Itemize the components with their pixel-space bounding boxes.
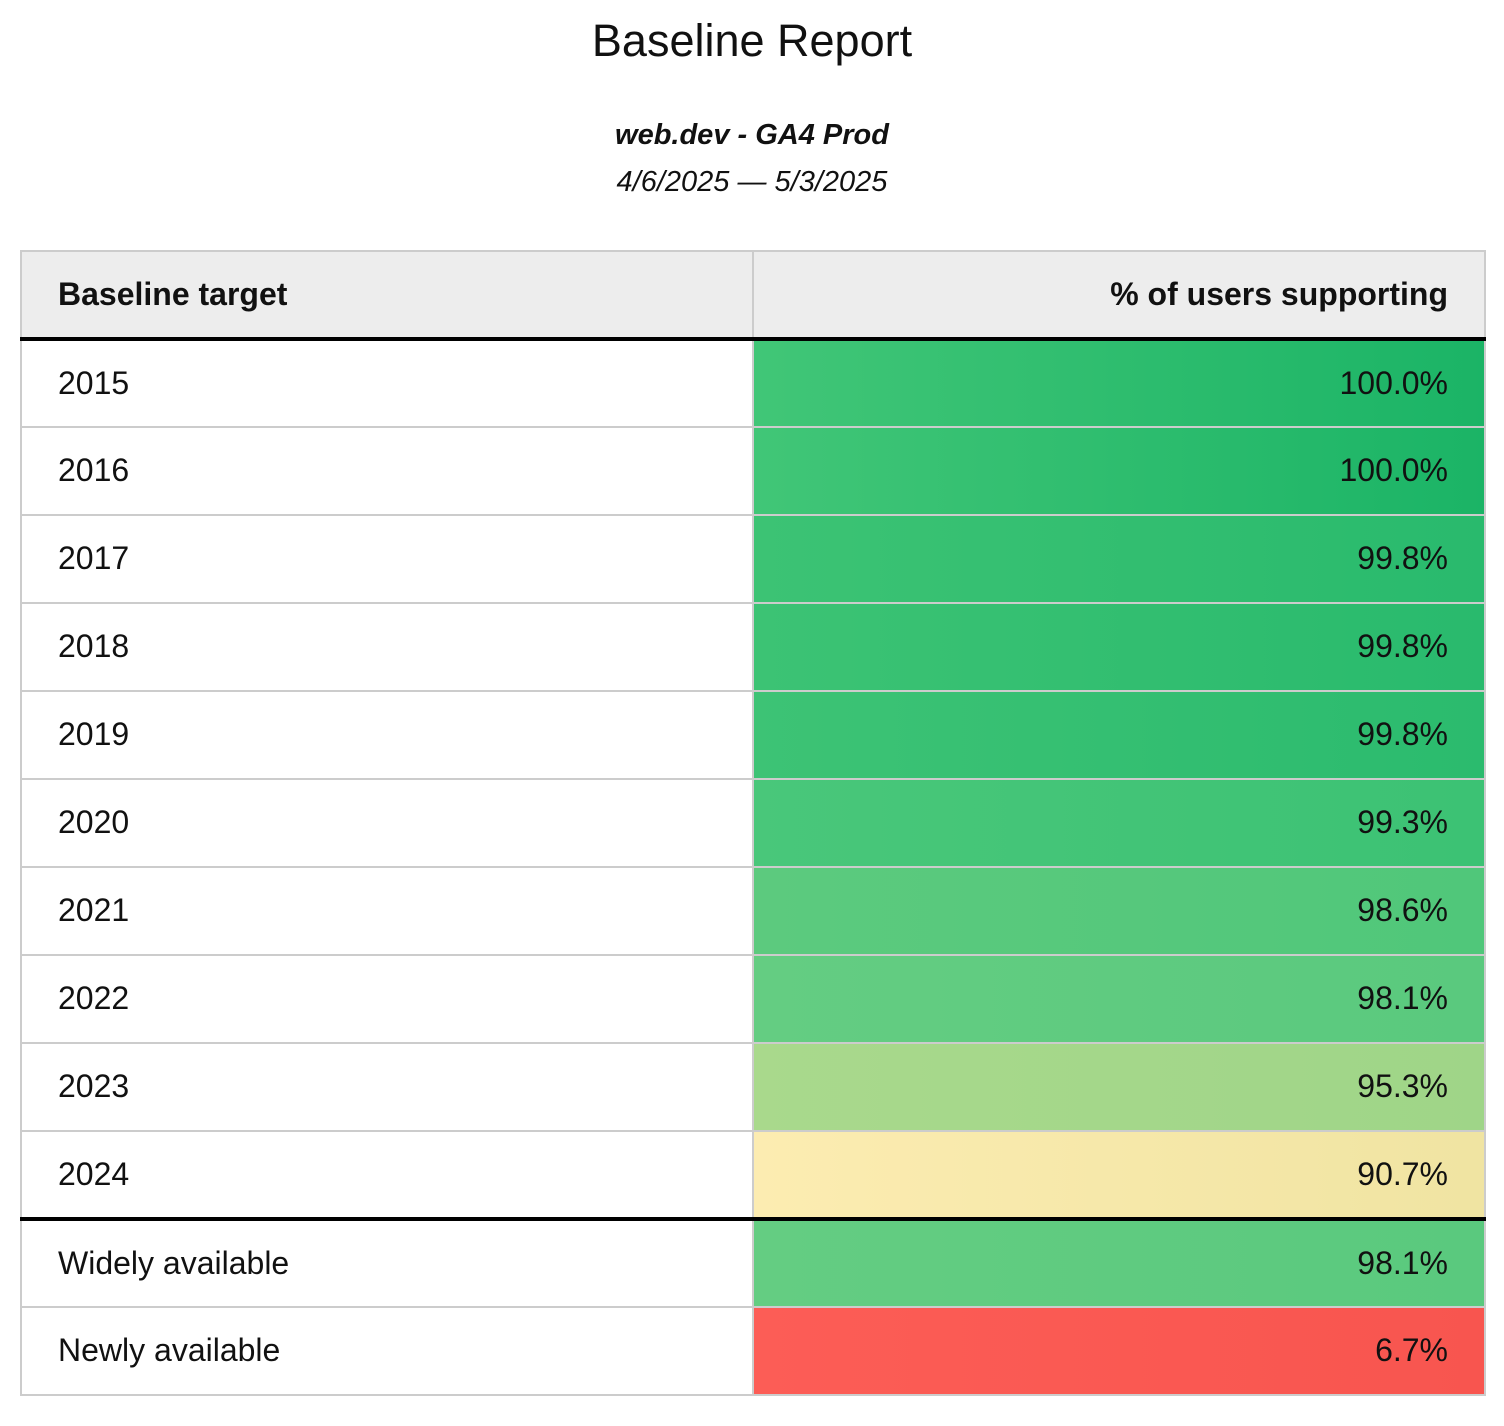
table-row: 2016 100.0%	[20, 425, 1486, 516]
row-label: 2018	[20, 601, 754, 692]
row-value: 98.1%	[752, 1216, 1486, 1308]
report-subtitle: web.dev - GA4 Prod	[615, 119, 889, 151]
table-row: 2021 98.6%	[20, 865, 1486, 956]
report-date-range: 4/6/2025 — 5/3/2025	[616, 165, 888, 198]
row-value: 100.0%	[752, 425, 1486, 516]
column-header-baseline-target: Baseline target	[20, 249, 754, 341]
table-row: 2019 99.8%	[20, 689, 1486, 780]
row-label: 2015	[20, 337, 754, 428]
table-row: 2020 99.3%	[20, 777, 1486, 868]
row-label: 2017	[20, 513, 754, 604]
row-value: 99.8%	[752, 689, 1486, 780]
report-header: Baseline Report web.dev - GA4 Prod 4/6/2…	[0, 0, 1504, 200]
row-label: 2016	[20, 425, 754, 516]
table-row: 2015 100.0%	[20, 337, 1486, 428]
table-header-row: Baseline target % of users supporting	[20, 249, 1486, 341]
row-value: 6.7%	[752, 1305, 1486, 1396]
table-row: 2018 99.8%	[20, 601, 1486, 692]
row-value: 99.8%	[752, 513, 1486, 604]
row-label: 2019	[20, 689, 754, 780]
row-label: Newly available	[20, 1305, 754, 1396]
row-value: 98.6%	[752, 865, 1486, 956]
row-label: 2022	[20, 953, 754, 1044]
row-value: 95.3%	[752, 1041, 1486, 1132]
row-label: 2023	[20, 1041, 754, 1132]
table-header: Baseline target % of users supporting	[20, 249, 1486, 341]
baseline-table: Baseline target % of users supporting 20…	[20, 249, 1486, 1396]
row-label: 2021	[20, 865, 754, 956]
row-label: 2020	[20, 777, 754, 868]
table-row: 2023 95.3%	[20, 1041, 1486, 1132]
row-label: Widely available	[20, 1216, 754, 1308]
row-label: 2024	[20, 1129, 754, 1220]
row-value: 98.1%	[752, 953, 1486, 1044]
table-row: 2017 99.8%	[20, 513, 1486, 604]
page-title: Baseline Report	[591, 15, 913, 66]
table-row: Widely available 98.1%	[20, 1216, 1486, 1308]
column-header-percent-users: % of users supporting	[752, 249, 1486, 341]
table-row: Newly available 6.7%	[20, 1305, 1486, 1396]
row-value: 100.0%	[752, 337, 1486, 428]
table-body: 2015 100.0% 2016 100.0% 2017 99.8% 2018 …	[20, 337, 1486, 1396]
row-value: 99.8%	[752, 601, 1486, 692]
table-row: 2024 90.7%	[20, 1129, 1486, 1220]
table-row: 2022 98.1%	[20, 953, 1486, 1044]
row-value: 99.3%	[752, 777, 1486, 868]
row-value: 90.7%	[752, 1129, 1486, 1220]
